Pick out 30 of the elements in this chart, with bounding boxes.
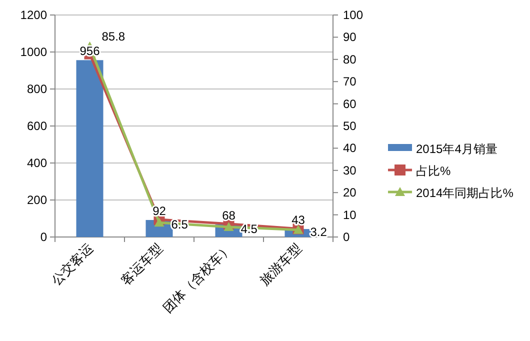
y2-tick-label: 20 xyxy=(343,186,357,200)
y-tick-label: 800 xyxy=(26,82,48,96)
y2-tick-label: 40 xyxy=(343,141,357,156)
y-tick-label: 200 xyxy=(26,193,48,207)
y2-tick-label: 100 xyxy=(343,8,364,22)
x-tick-label: 客运车型 xyxy=(118,240,166,288)
legend-label: 2014年同期占比% xyxy=(416,186,514,200)
data-label: 85.8 xyxy=(102,30,126,44)
y2-tick-label: 60 xyxy=(343,96,357,111)
y2-tick-label: 0 xyxy=(343,230,350,244)
y-tick-label: 400 xyxy=(26,156,48,170)
bar xyxy=(76,60,104,237)
y-tick-label: 1000 xyxy=(20,45,48,59)
point xyxy=(154,218,164,227)
y2-tick-label: 70 xyxy=(343,74,357,89)
y-tick-label: 600 xyxy=(26,119,48,133)
y2-tick-label: 90 xyxy=(343,30,357,44)
y2-tick-label: 30 xyxy=(343,163,357,178)
data-label: 43 xyxy=(292,213,306,228)
data-label: 6.5 xyxy=(171,218,188,232)
y-tick-label: 0 xyxy=(40,230,48,244)
y-tick-label: 1200 xyxy=(20,8,48,22)
y2-tick-label: 50 xyxy=(343,119,357,133)
legend-label: 2015年4月销量 xyxy=(416,142,498,156)
y2-tick-label: 80 xyxy=(343,52,357,66)
legend-label: 占比% xyxy=(416,164,451,178)
data-label: 956 xyxy=(80,44,100,58)
x-tick-label: 公交客运 xyxy=(48,240,96,288)
x-tick-label: 旅游车型 xyxy=(256,240,304,288)
y2-tick-label: 10 xyxy=(343,208,357,222)
